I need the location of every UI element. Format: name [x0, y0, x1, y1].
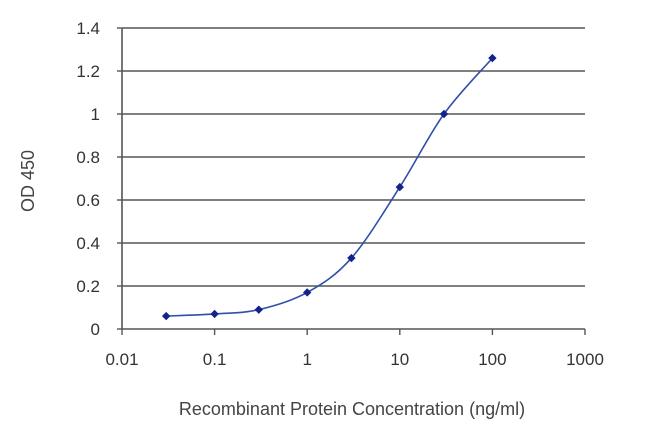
series-points-layer	[161, 53, 497, 321]
tick-labels: 0 0.2 0.4 0.6 0.8 1 1.2 1.4 0.01 0.1 1 10 100 1000	[76, 19, 604, 369]
x-axis-title: Recombinant Protein Concentration (ng/ml…	[179, 399, 525, 419]
x-tick-label: 1	[302, 350, 311, 369]
data-point	[254, 305, 263, 314]
x-tick-label: 1000	[566, 350, 604, 369]
x-tick-label: 0.01	[105, 350, 138, 369]
data-point	[347, 253, 356, 263]
y-tick-label: 0.2	[76, 277, 100, 296]
y-tick-label: 0.6	[76, 191, 100, 210]
y-tick-label: 0.8	[76, 148, 100, 167]
data-point	[161, 311, 171, 321]
y-tick-label: 1.4	[76, 19, 100, 38]
data-point	[210, 309, 219, 319]
data-point	[439, 109, 449, 119]
series-line	[166, 57, 494, 317]
x-tick-label: 10	[390, 350, 409, 369]
y-tick-label: 1.2	[76, 62, 100, 81]
axes	[117, 27, 586, 335]
series-line-layer	[166, 57, 494, 317]
x-tick-label: 100	[478, 350, 506, 369]
gridlines	[122, 27, 585, 287]
x-tick-label: 0.1	[203, 350, 227, 369]
data-point	[395, 182, 404, 192]
data-point	[488, 53, 497, 63]
y-tick-label: 0.4	[76, 234, 100, 253]
data-point	[303, 288, 312, 297]
y-tick-label: 1	[91, 105, 100, 124]
y-tick-label: 0	[91, 320, 100, 339]
y-axis-title: OD 450	[18, 150, 38, 212]
